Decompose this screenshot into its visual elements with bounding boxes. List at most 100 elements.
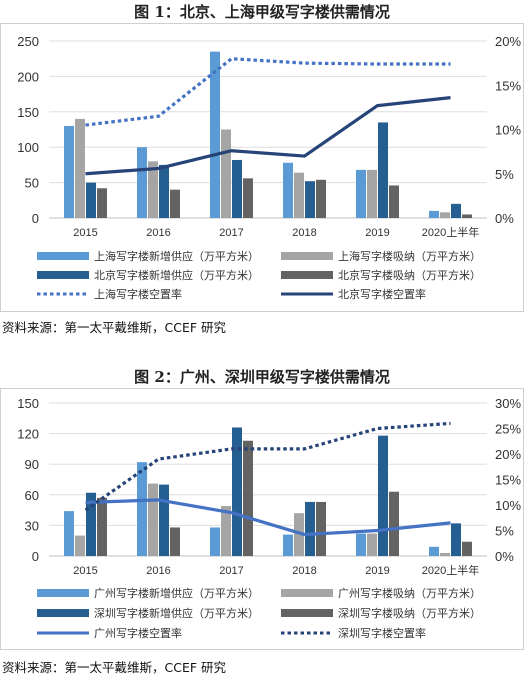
chart2-ytick-right: 10%: [495, 498, 521, 513]
chart1-ytick-right: 20%: [495, 34, 521, 49]
chart2-bar-s1: [64, 511, 74, 556]
chart1-bar-s4: [389, 185, 399, 218]
chart1-line-solid: [85, 96, 451, 176]
chart2-ytick-left: 90: [25, 457, 39, 472]
chart1-bar-s2: [294, 172, 304, 218]
chart1-ytick-left: 100: [17, 140, 39, 155]
chart1-xtick: 2017: [219, 227, 243, 239]
chart2-legend-label: 广州写字楼吸纳（万平方米）: [338, 586, 481, 600]
chart2-ytick-right: 0%: [495, 549, 514, 564]
chart1-ytick-right: 5%: [495, 167, 514, 182]
chart2-legend-swatch: [281, 609, 333, 617]
chart2-legend-label: 深圳写字楼空置率: [338, 626, 426, 640]
chart2-bar-s1: [210, 527, 220, 556]
chart2-bar-s3: [159, 484, 169, 556]
chart2-legend-swatch: [37, 609, 89, 617]
chart1-legend-swatch: [37, 271, 89, 279]
chart2-ytick-left: 150: [17, 396, 39, 411]
chart2-bar-s1: [429, 546, 439, 556]
chart1-bar-s3: [451, 203, 461, 218]
chart1-legend-swatch: [281, 271, 333, 279]
chart2-bar-s4: [97, 497, 107, 556]
chart2-bar-s4: [389, 491, 399, 556]
chart1-legend-swatch: [37, 252, 89, 260]
chart2-bar-s1: [283, 534, 293, 556]
chart1-ytick-left: 50: [25, 176, 39, 191]
chart2-bar-s3: [451, 523, 461, 556]
chart1-bar-s4: [243, 178, 253, 218]
chart1-panel: 0 50 100 150 200 250 0% 5% 10% 15% 20% 2015 2016 2017…: [0, 23, 524, 312]
chart1-bar-s1: [283, 162, 293, 218]
chart1-bar-s4: [170, 189, 180, 218]
chart2-bar-s4: [170, 527, 180, 556]
chart2-bar-s2: [367, 533, 377, 556]
chart2-bar-s2: [75, 535, 85, 556]
chart2-xtick: 2019: [365, 565, 389, 577]
chart1-bar-s4: [97, 188, 107, 218]
chart2-xtick: 2015: [73, 565, 97, 577]
chart1-title: 图 1：北京、上海甲级写字楼供需情况: [134, 3, 390, 21]
chart1-bar-s3: [159, 164, 169, 218]
chart1-line-dashed: [85, 57, 451, 127]
chart1-bar-s3: [86, 182, 96, 218]
chart2-xtick: 2017: [219, 565, 243, 577]
chart2-ytick-right: 15%: [495, 473, 521, 488]
chart1-bar-s2: [148, 161, 158, 218]
chart2-bar-s3: [86, 492, 96, 556]
chart2-line-dashed: [84, 421, 451, 512]
chart1-bar-s2: [221, 129, 231, 218]
chart2-xtick: 2018: [292, 565, 316, 577]
chart2-bar-s2: [221, 506, 231, 556]
chart1-bar-s4: [462, 214, 472, 218]
chart2-legend-label: 广州写字楼空置率: [94, 626, 182, 640]
chart1-ytick-left: 250: [17, 34, 39, 49]
chart1-bar-s1: [210, 51, 220, 219]
chart2-bar-s2: [440, 552, 450, 556]
chart2-bar-s1: [356, 533, 366, 556]
chart2-ytick-right: 20%: [495, 447, 521, 462]
chart2-legend-label: 深圳写字楼吸纳（万平方米）: [338, 606, 481, 620]
chart1-xtick: 2016: [146, 227, 170, 239]
chart1-legend-label: 上海写字楼空置率: [94, 287, 182, 301]
chart1-bar-s3: [305, 181, 315, 218]
chart1-ytick-right: 15%: [495, 78, 521, 93]
chart2-ytick-right: 30%: [495, 396, 521, 411]
chart2-ytick-right: 5%: [495, 524, 514, 539]
chart1-xtick: 2019: [365, 227, 389, 239]
chart1-legend-label: 上海写字楼新增供应（万平方米）: [94, 249, 259, 263]
chart2-xtick: 2020上半年: [422, 563, 479, 577]
chart2-legend-swatch: [281, 589, 333, 597]
chart1-legend-label: 北京写字楼吸纳（万平方米）: [338, 268, 481, 282]
chart1-bar-s1: [64, 125, 74, 218]
chart2-bar-s2: [148, 483, 158, 556]
chart1-bar-s3: [232, 159, 242, 218]
chart1-legend-label: 北京写字楼新增供应（万平方米）: [94, 268, 259, 282]
chart1-ytick-right: 10%: [495, 123, 521, 138]
chart2-legend-label: 深圳写字楼新增供应（万平方米）: [94, 606, 259, 620]
chart1-xtick: 2020上半年: [422, 225, 479, 239]
chart2-source: 资料来源：第一太平戴维斯，CCEF 研究: [2, 660, 227, 675]
chart1-bar-s1: [356, 169, 366, 218]
chart2-bar-s4: [316, 501, 326, 556]
chart1-bar-s2: [75, 118, 85, 218]
chart2-panel: 0 30 60 90 120 150 0% 5% 10% 15% 20% 25% 30% 2015 2016…: [0, 388, 524, 650]
chart2-bar-s3: [378, 435, 388, 556]
chart1-xtick: 2015: [73, 227, 97, 239]
chart2-title: 图 2：广州、深圳甲级写字楼供需情况: [134, 368, 390, 386]
chart2-bar-s3: [305, 501, 315, 556]
chart1-ytick-left: 0: [32, 211, 39, 226]
chart2-ytick-left: 0: [32, 549, 39, 564]
chart2-ytick-right: 25%: [495, 422, 521, 437]
chart1-legend-swatch: [281, 252, 333, 260]
chart2-bar-s4: [243, 440, 253, 556]
chart1-bar-s1: [429, 210, 439, 218]
chart1-ytick-left: 200: [17, 69, 39, 84]
chart1-ytick-left: 150: [17, 105, 39, 120]
chart1-bar-s2: [440, 212, 450, 218]
chart2-bar-s4: [462, 541, 472, 556]
chart2-legend-swatch: [37, 589, 89, 597]
chart1-source: 资料来源：第一太平戴维斯，CCEF 研究: [2, 320, 227, 335]
chart1-svg: 0 50 100 150 200 250 0% 5% 10% 15% 20% 2015 2016 2017…: [17, 34, 521, 301]
chart1-bar-s3: [378, 122, 388, 218]
chart2-ytick-left: 60: [25, 488, 39, 503]
